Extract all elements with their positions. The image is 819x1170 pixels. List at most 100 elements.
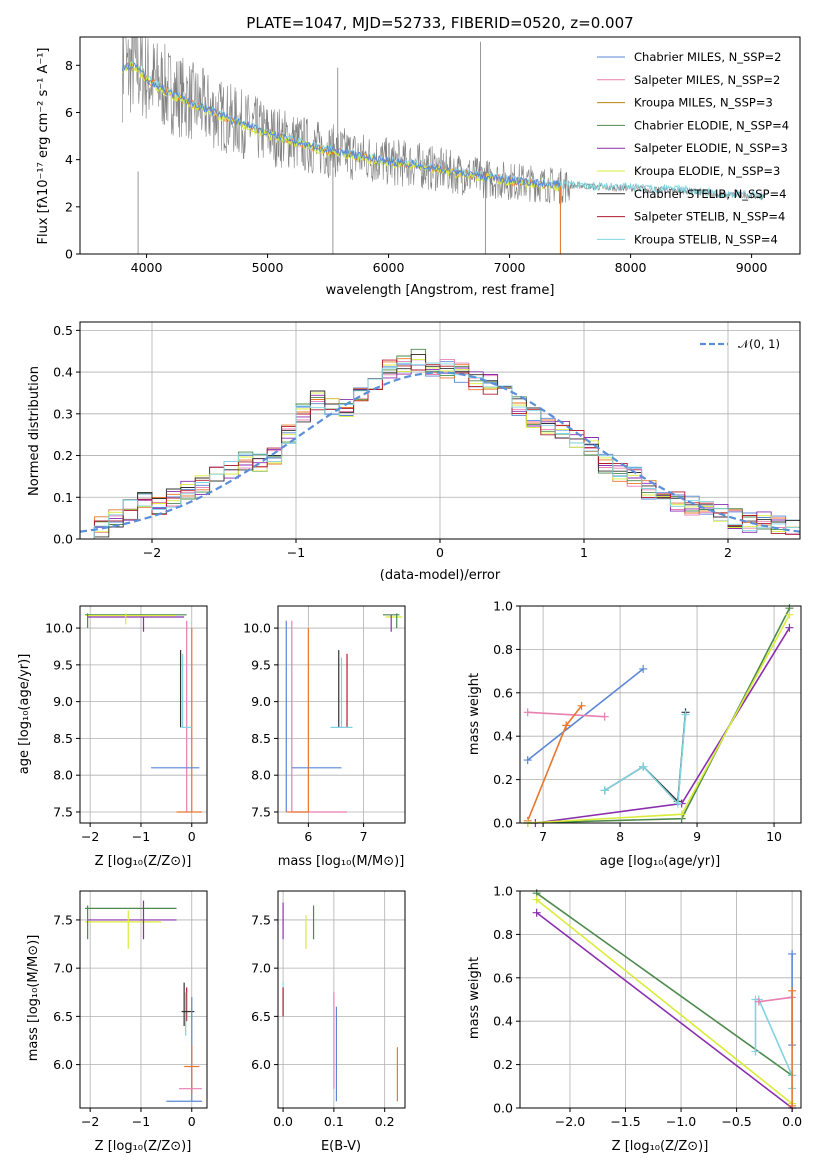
x-tick-label: −1.0 (666, 1114, 696, 1129)
series-line-kroupa_elodie (527, 614, 791, 824)
residuals-ylabel: Normed distribution (27, 366, 42, 496)
mass-vs-ebv-frame (277, 890, 406, 1109)
series-line-salpeter_elodie (536, 912, 793, 1109)
y-tick-label: 0.0 (53, 532, 73, 547)
y-tick-label: 0.2 (493, 772, 513, 787)
series-marker (532, 908, 541, 917)
weight-vs-Z-axes: −2.0 −1.5 −1.0 −0.5 0.0 0.0 0.2 0.4 0.6 0.8 1.0 (493, 884, 802, 1130)
y-tick-label: 9.5 (53, 657, 73, 672)
y-tick-label: 7.5 (53, 912, 73, 927)
series-line-chabrier_stelib (604, 712, 687, 804)
age-vs-Z-ylabel: age [log₁₀(age/yr)] (17, 654, 32, 775)
residuals-xlabel: (data-model)/error (380, 568, 501, 583)
legend-label-kroupa_miles: Kroupa MILES, N_SSP=3 (634, 96, 773, 110)
x-tick-label: −2 (81, 1114, 99, 1129)
y-tick-label: 7.0 (251, 961, 271, 976)
weight-vs-age-panel: 7 8 9 10 0.0 0.2 0.4 0.6 0.8 1.0 age [log₁₀(age/y… (467, 599, 802, 869)
y-tick-label: 7.5 (251, 804, 271, 819)
x-tick-label: 8000 (615, 260, 647, 275)
series-marker (785, 623, 794, 632)
y-tick-label: 6.5 (53, 1009, 73, 1024)
y-tick-label: 0.4 (53, 365, 73, 380)
series-marker (788, 949, 797, 958)
x-tick-label: 0.2 (375, 1114, 395, 1129)
weight-vs-Z-frame (519, 890, 802, 1109)
series-marker (532, 895, 541, 904)
x-tick-label: 9000 (736, 260, 768, 275)
histogram-step-salpeter_stelib (80, 359, 800, 540)
series-marker (785, 610, 794, 619)
series-line-chabrier_miles (527, 668, 644, 761)
y-tick-label: 4 (65, 152, 73, 167)
mass-vs-Z-xlabel: Z [log₁₀(Z/Z⊙)] (95, 1139, 192, 1154)
residuals-plot-area (79, 322, 801, 540)
y-tick-label: 0.3 (53, 406, 73, 421)
mass-vs-Z-ylabel: mass [log₁₀(M/M⊙)] (26, 935, 41, 1062)
y-tick-label: 0.4 (493, 729, 513, 744)
y-tick-label: 7.5 (251, 912, 271, 927)
residuals-axes: −2 −1 0 1 2 0.0 0.1 0.2 0.3 0.4 0.5 (53, 323, 732, 560)
gaussian-legend-label: 𝒩(0, 1) (738, 337, 780, 351)
spectrum-xlabel: wavelength [Angstrom, rest frame] (326, 283, 555, 298)
y-tick-label: 6 (65, 105, 73, 120)
spectrum-axes: 4000 5000 6000 7000 8000 9000 0 2 4 6 8 (65, 58, 768, 275)
y-tick-label: 1.0 (493, 599, 513, 614)
x-tick-label: 0 (436, 545, 444, 560)
series-line-salpeter_miles (758, 996, 793, 1003)
y-tick-label: 0.6 (493, 685, 513, 700)
x-tick-label: −1 (287, 545, 305, 560)
y-tick-label: 1.0 (493, 884, 513, 899)
weight-vs-age-plot-area (520, 604, 801, 827)
series-marker (754, 997, 763, 1006)
legend-label-chabrier_miles: Chabrier MILES, N_SSP=2 (634, 50, 781, 64)
series-marker (639, 664, 648, 673)
y-tick-label: 8.0 (251, 768, 271, 783)
x-tick-label: 0 (188, 829, 196, 844)
residuals-legend: 𝒩(0, 1) (700, 337, 780, 351)
legend-label-salpeter_stelib: Salpeter STELIB, N_SSP=4 (634, 210, 785, 224)
y-tick-label: 0.2 (53, 448, 73, 463)
y-tick-label: 10.0 (243, 621, 271, 636)
mass-vs-ebv-xlabel: E(B-V) (321, 1139, 361, 1154)
y-tick-label: 10.0 (45, 621, 73, 636)
x-tick-label: 6 (304, 829, 312, 844)
age-vs-Z-frame (79, 605, 208, 824)
legend-label-salpeter_miles: Salpeter MILES, N_SSP=2 (634, 73, 780, 87)
y-tick-label: 0.4 (493, 1014, 513, 1029)
x-tick-label: 0.0 (782, 1114, 802, 1129)
age-vs-mass-panel: 6 7 7.5 8.0 8.5 9.0 9.5 10.0 mass [log₁₀(M/M⊙)] (243, 605, 406, 869)
spectrum-lines (121, 37, 764, 254)
y-tick-label: 0.5 (53, 323, 73, 338)
y-tick-label: 9.0 (251, 694, 271, 709)
y-tick-label: 9.5 (251, 657, 271, 672)
series-marker (673, 799, 682, 808)
series-marker (681, 710, 690, 719)
y-tick-label: 0.2 (493, 1057, 513, 1072)
mass-vs-Z-frame (79, 890, 208, 1109)
y-tick-label: 0.1 (53, 490, 73, 505)
x-tick-label: −2 (81, 829, 99, 844)
x-tick-label: 5000 (252, 260, 284, 275)
weight-vs-Z-plot-area (520, 889, 801, 1112)
model-fit-line (121, 61, 561, 189)
series-marker (788, 986, 797, 995)
age-vs-mass-frame (277, 605, 406, 824)
y-tick-label: 6.0 (53, 1057, 73, 1072)
x-tick-label: 1 (580, 545, 588, 560)
mass-vs-Z-panel: −2 −1 0 6.0 6.5 7.0 7.5 Z [log₁₀(Z/Z⊙)] mass [… (26, 890, 208, 1154)
series-line-kroupa_stelib (754, 998, 793, 1089)
y-tick-label: 8.0 (53, 768, 73, 783)
spectrum-panel: PLATE=1047, MJD=52733, FIBERID=0520, z=0… (36, 14, 801, 298)
y-tick-label: 0.0 (493, 816, 513, 831)
x-tick-label: 0 (188, 1114, 196, 1129)
age-vs-Z-axes: −2 −1 0 7.5 8.0 8.5 9.0 9.5 10.0 (45, 621, 196, 844)
x-tick-label: −1.5 (610, 1114, 640, 1129)
x-tick-label: −2.0 (555, 1114, 585, 1129)
age-vs-Z-xlabel: Z [log₁₀(Z/Z⊙)] (95, 854, 192, 869)
histogram-step-kroupa_stelib (80, 362, 800, 540)
spectrum-title: PLATE=1047, MJD=52733, FIBERID=0520, z=0… (246, 14, 633, 32)
spectrum-frame (79, 36, 801, 255)
x-tick-label: 9 (693, 829, 701, 844)
x-tick-label: 4000 (131, 260, 163, 275)
